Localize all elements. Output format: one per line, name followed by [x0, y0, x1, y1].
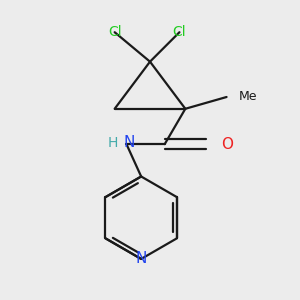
Text: Me: Me [238, 91, 257, 103]
Text: H: H [107, 136, 118, 150]
Text: Cl: Cl [108, 25, 122, 39]
Text: O: O [221, 136, 233, 152]
Text: N: N [124, 135, 135, 150]
Text: N: N [136, 251, 147, 266]
Text: Cl: Cl [172, 25, 186, 39]
